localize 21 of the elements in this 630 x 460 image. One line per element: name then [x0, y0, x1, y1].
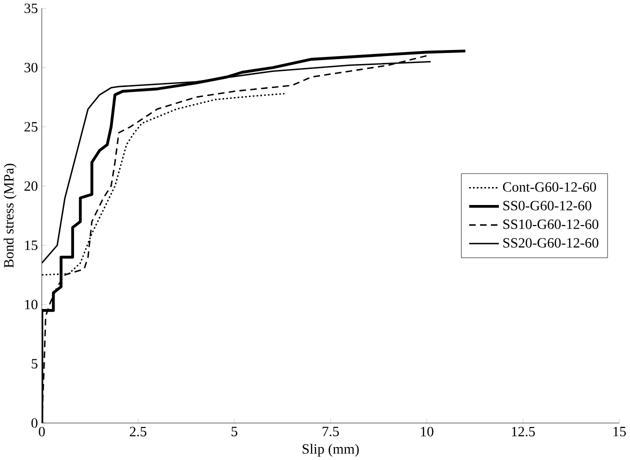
y-tick-label: 30 — [24, 62, 38, 72]
legend-label: SS0-G60-12-60 — [503, 200, 592, 210]
y-tick-label: 20 — [24, 181, 38, 191]
y-tick-label: 25 — [24, 122, 38, 132]
x-tick-label: 15 — [614, 426, 626, 436]
legend-label: SS10-G60-12-60 — [503, 219, 598, 229]
y-tick-label: 35 — [24, 3, 38, 13]
x-tick-label: 7.5 — [322, 426, 339, 436]
x-tick-label: 10 — [421, 426, 434, 436]
y-tick-label: 10 — [25, 300, 38, 310]
y-axis-title: Bond stress (MPa) — [4, 164, 16, 268]
x-axis-title: Slip (mm) — [302, 444, 359, 457]
x-tick-label: 12.5 — [512, 426, 535, 436]
x-tick-label: 0 — [38, 426, 45, 436]
x-tick-label: 2.5 — [130, 426, 146, 436]
y-tick-label: 0 — [31, 418, 38, 428]
legend-label: SS20-G60-12-60 — [503, 238, 598, 248]
legend-label: Cont-G60-12-60 — [503, 182, 596, 192]
y-tick-label: 5 — [32, 358, 38, 368]
x-tick-label: 5 — [232, 426, 238, 436]
y-tick-label: 15 — [25, 240, 38, 250]
